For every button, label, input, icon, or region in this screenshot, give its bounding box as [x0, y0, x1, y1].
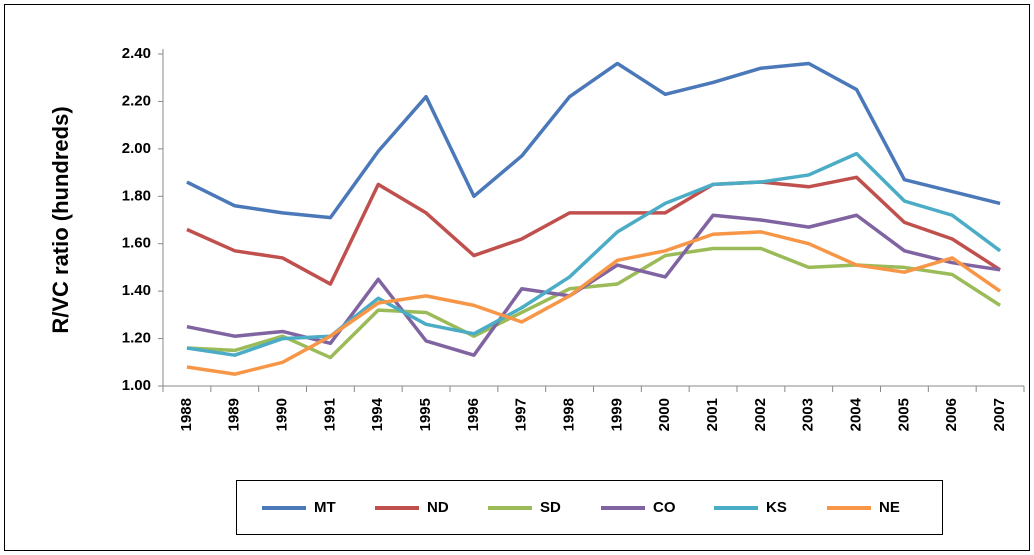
y-tick-label: 1.00 — [122, 377, 151, 394]
x-tick-label: 1989 — [226, 398, 243, 431]
chart-border — [4, 4, 1030, 551]
x-tick-label: 1998 — [561, 398, 578, 431]
x-tick-label: 2005 — [895, 398, 912, 431]
y-tick-label: 2.40 — [122, 45, 151, 62]
y-tick-label: 2.00 — [122, 140, 151, 157]
legend-label: CO — [653, 499, 676, 516]
x-tick-label: 1988 — [178, 398, 195, 431]
series-line — [186, 151, 1002, 357]
x-tick-label: 2006 — [943, 398, 960, 431]
x-tick-label: 2001 — [704, 398, 721, 431]
legend-label: KS — [766, 499, 787, 516]
x-tick-label: 1996 — [465, 398, 482, 431]
legend-label: SD — [540, 499, 561, 516]
x-tick-label: 1994 — [369, 397, 386, 431]
x-tick-label: 1990 — [274, 398, 291, 431]
series-line — [186, 175, 1002, 286]
series-line — [186, 61, 1001, 220]
legend-label: MT — [314, 499, 336, 516]
x-tick-label: 2007 — [991, 398, 1008, 431]
legend-label: NE — [879, 499, 900, 516]
x-tick-label: 2002 — [752, 398, 769, 431]
x-tick-label: 1999 — [608, 398, 625, 431]
y-tick-label: 1.40 — [122, 282, 151, 299]
x-tick-label: 1997 — [513, 398, 530, 431]
x-tick-label: 1991 — [321, 398, 338, 431]
x-tick-label: 1995 — [417, 398, 434, 431]
x-tick-label: 2004 — [848, 397, 865, 431]
x-tick-label: 2003 — [800, 398, 817, 431]
y-tick-label: 2.20 — [122, 92, 151, 109]
x-tick-label: 2000 — [656, 398, 673, 431]
y-axis-title: R/VC ratio (hundreds) — [48, 106, 73, 333]
y-tick-label: 1.80 — [122, 187, 151, 204]
y-tick-label: 1.60 — [122, 235, 151, 252]
y-tick-label: 1.20 — [122, 330, 151, 347]
legend-label: ND — [427, 499, 449, 516]
legend — [236, 480, 943, 535]
series-line — [186, 230, 1002, 376]
